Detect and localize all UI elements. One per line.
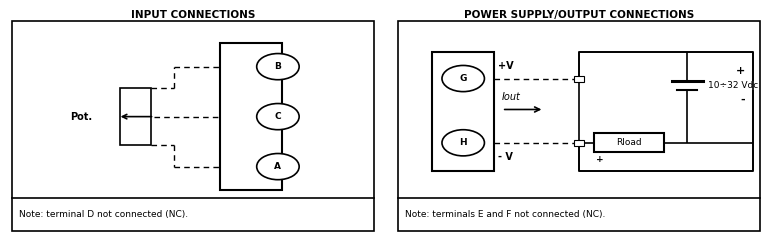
Text: Pot.: Pot. <box>70 112 92 122</box>
Text: Note: terminals E and F not connected (NC).: Note: terminals E and F not connected (N… <box>405 210 606 219</box>
Bar <box>432 52 494 171</box>
Text: Note: terminal D not connected (NC).: Note: terminal D not connected (NC). <box>19 210 188 219</box>
Circle shape <box>256 104 300 130</box>
Text: H: H <box>459 138 467 147</box>
Bar <box>594 133 664 152</box>
Bar <box>574 140 584 146</box>
Text: C: C <box>275 112 281 121</box>
Bar <box>220 43 282 190</box>
Text: -: - <box>740 95 745 105</box>
Text: B: B <box>275 62 281 71</box>
Circle shape <box>256 54 300 80</box>
Circle shape <box>442 130 485 156</box>
Text: +: + <box>597 155 604 164</box>
Bar <box>398 21 760 231</box>
Text: POWER SUPPLY/OUTPUT CONNECTIONS: POWER SUPPLY/OUTPUT CONNECTIONS <box>464 10 694 20</box>
Text: G: G <box>459 74 467 83</box>
Text: INPUT CONNECTIONS: INPUT CONNECTIONS <box>130 10 256 20</box>
Circle shape <box>442 65 485 92</box>
Bar <box>120 88 151 145</box>
Bar <box>579 52 753 171</box>
Text: +V: +V <box>498 61 513 71</box>
Circle shape <box>256 154 300 180</box>
Bar <box>12 21 374 231</box>
Text: 10÷32 Vdc: 10÷32 Vdc <box>709 81 759 90</box>
Text: +: + <box>736 66 745 76</box>
Text: Rload: Rload <box>616 138 642 147</box>
Text: A: A <box>274 162 282 171</box>
Bar <box>574 76 584 82</box>
Text: - V: - V <box>498 152 513 162</box>
Text: Iout: Iout <box>502 92 520 102</box>
